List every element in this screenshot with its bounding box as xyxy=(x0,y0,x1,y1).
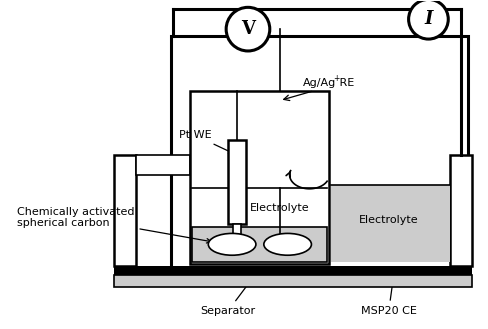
Ellipse shape xyxy=(264,233,311,255)
Bar xyxy=(233,224,241,240)
Text: V: V xyxy=(241,20,254,38)
Bar xyxy=(170,36,467,269)
Text: Electrolyte: Electrolyte xyxy=(358,215,418,224)
Text: Chemically activated
spherical carbon: Chemically activated spherical carbon xyxy=(17,207,211,243)
Bar xyxy=(449,155,471,266)
Text: Pt WE: Pt WE xyxy=(178,130,233,153)
Text: I: I xyxy=(424,10,432,28)
Bar xyxy=(114,275,471,287)
Text: MSP20 CE: MSP20 CE xyxy=(360,279,416,316)
Bar xyxy=(190,90,328,264)
Bar xyxy=(192,227,326,262)
Bar xyxy=(192,227,326,262)
Ellipse shape xyxy=(208,233,255,255)
Text: +: + xyxy=(332,74,339,83)
Bar xyxy=(330,185,449,262)
Text: RE: RE xyxy=(336,78,354,88)
Text: Separator: Separator xyxy=(200,278,255,316)
Bar xyxy=(114,266,471,275)
Bar xyxy=(228,140,245,224)
Circle shape xyxy=(408,0,447,39)
Circle shape xyxy=(225,7,269,51)
Bar xyxy=(136,155,190,175)
Bar xyxy=(114,155,136,266)
Text: Ag/Ag: Ag/Ag xyxy=(302,78,335,88)
Text: Electrolyte: Electrolyte xyxy=(249,203,309,213)
